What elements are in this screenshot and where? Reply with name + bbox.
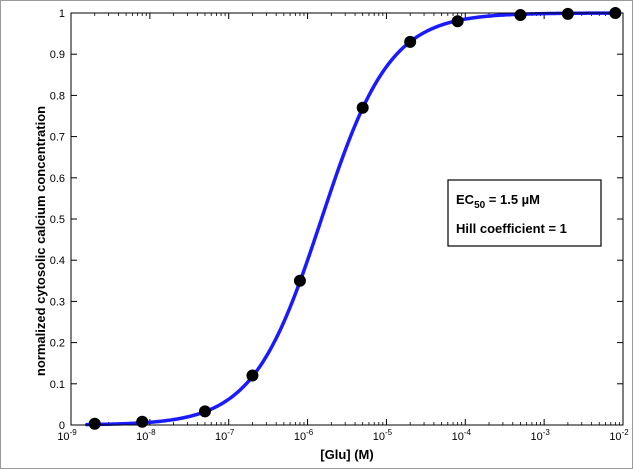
x-tick-base: 10 bbox=[373, 431, 385, 443]
x-tick-base: 10 bbox=[609, 431, 621, 443]
fit-curve-line bbox=[85, 11, 617, 427]
x-tick-exponent: -8 bbox=[148, 428, 156, 437]
x-tick-label: 10-6 bbox=[294, 428, 314, 443]
x-tick-base: 10 bbox=[452, 431, 464, 443]
x-tick-label: 10-3 bbox=[530, 428, 550, 443]
data-markers bbox=[88, 7, 622, 430]
y-tick-label: 0 bbox=[59, 420, 65, 432]
x-tick-exponent: -6 bbox=[306, 428, 314, 437]
x-tick-exponent: -5 bbox=[385, 428, 393, 437]
annotation-box: EC50 = 1.5 µM Hill coefficient = 1 bbox=[447, 179, 602, 247]
y-tick-label: 0.2 bbox=[50, 338, 65, 350]
x-tick-exponent: -2 bbox=[622, 428, 630, 437]
x-tick-exponent: -4 bbox=[464, 428, 472, 437]
x-tick-label: 10-5 bbox=[373, 428, 393, 443]
x-axis-ticks: 10-9 10-8 10-7 10-6 10-5 10-4 10-3 10-2 bbox=[57, 13, 629, 443]
x-tick-label: 10-9 bbox=[57, 428, 77, 443]
data-point bbox=[198, 405, 211, 418]
hill-label: Hill coefficient = 1 bbox=[456, 221, 567, 236]
y-axis-title: normalized cytosolic calcium concentrati… bbox=[33, 106, 48, 376]
x-tick-label: 10-7 bbox=[215, 428, 235, 443]
x-tick-label: 10-4 bbox=[452, 428, 472, 443]
x-tick-exponent: -3 bbox=[543, 428, 551, 437]
data-point bbox=[451, 15, 464, 28]
x-tick-exponent: -9 bbox=[70, 428, 78, 437]
y-tick-label: 0.8 bbox=[50, 90, 65, 102]
x-tick-base: 10 bbox=[57, 431, 69, 443]
y-tick-label: 0.1 bbox=[50, 379, 65, 391]
ec50-prefix: EC bbox=[456, 192, 475, 207]
y-tick-label: 0.3 bbox=[50, 296, 65, 308]
x-tick-exponent: -7 bbox=[227, 428, 235, 437]
x-tick-base: 10 bbox=[530, 431, 542, 443]
x-tick-label: 10-8 bbox=[136, 428, 156, 443]
y-tick-label: 0.6 bbox=[50, 173, 65, 185]
data-point bbox=[246, 369, 259, 382]
data-point bbox=[293, 274, 306, 287]
annotation-border bbox=[447, 179, 602, 247]
y-tick-label: 1 bbox=[59, 8, 65, 20]
x-tick-base: 10 bbox=[136, 431, 148, 443]
y-tick-label: 0.4 bbox=[50, 255, 65, 267]
data-point bbox=[356, 101, 369, 114]
ec50-label: EC50 = 1.5 µM bbox=[456, 192, 540, 211]
x-tick-base: 10 bbox=[294, 431, 306, 443]
x-tick-base: 10 bbox=[215, 431, 227, 443]
x-axis-title: [Glu] (M) bbox=[320, 447, 373, 462]
data-point bbox=[88, 417, 101, 430]
ec50-subscript: 50 bbox=[474, 200, 486, 211]
x-tick-label: 10-2 bbox=[609, 428, 629, 443]
data-point bbox=[404, 35, 417, 48]
data-point bbox=[561, 7, 574, 20]
ec50-value: = 1.5 µM bbox=[485, 192, 540, 207]
data-point bbox=[136, 415, 149, 428]
y-tick-label: 0.7 bbox=[50, 132, 65, 144]
y-tick-label: 0.5 bbox=[50, 214, 65, 226]
data-point bbox=[514, 9, 527, 22]
y-tick-label: 0.9 bbox=[50, 49, 65, 61]
plot-border bbox=[70, 12, 624, 426]
